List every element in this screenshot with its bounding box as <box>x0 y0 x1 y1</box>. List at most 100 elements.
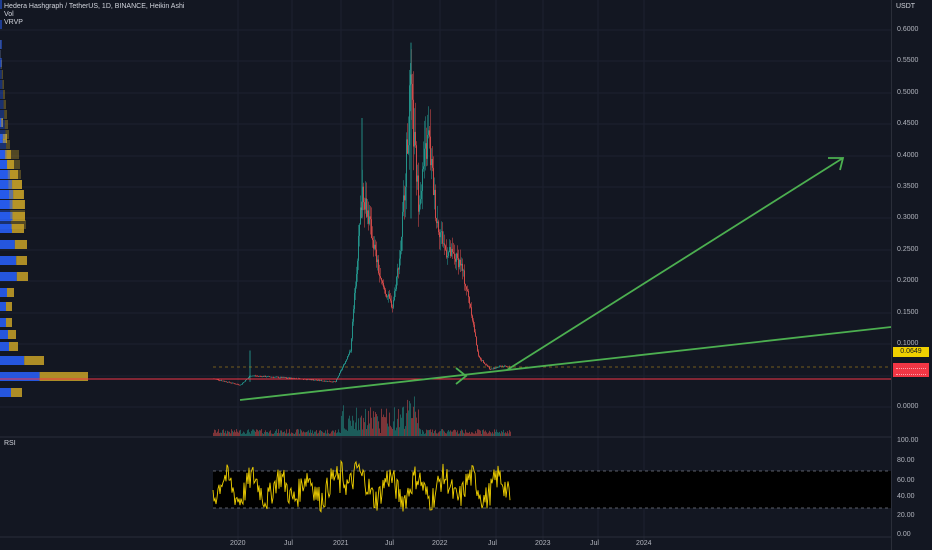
volume-bar <box>422 429 423 436</box>
volume-bar <box>498 432 499 436</box>
volume-bar <box>413 406 414 436</box>
candle-body <box>470 303 471 308</box>
candle-body <box>464 270 465 285</box>
candle-body <box>380 276 381 278</box>
candle-body <box>318 379 319 381</box>
volume-bar <box>317 433 318 436</box>
vrvp-bar-down <box>14 240 27 249</box>
candle-body <box>310 379 311 381</box>
volume-bar <box>471 432 472 436</box>
vrvp-bar-down <box>4 120 8 129</box>
volume-bar <box>407 399 408 436</box>
candle-body <box>284 377 285 378</box>
candle-body <box>290 377 291 379</box>
vrvp-bar-down <box>5 130 9 139</box>
vol-indicator-label[interactable]: Vol <box>4 11 14 18</box>
vrvp-bar-down <box>12 200 25 209</box>
volume-bar <box>373 411 374 436</box>
vrvp-bar-up <box>0 388 11 397</box>
candle-body <box>419 204 420 212</box>
candle-body <box>262 376 263 377</box>
volume-bar <box>451 431 452 436</box>
vrvp-bar-down <box>7 160 14 169</box>
volume-bar <box>266 432 267 436</box>
candle-body <box>475 332 476 337</box>
candle-body <box>289 377 290 379</box>
vrvp-bar-up <box>0 190 9 199</box>
candle-body <box>237 384 238 385</box>
candle-body <box>436 218 437 224</box>
candle-body <box>303 379 304 380</box>
vrvp-bar-up <box>0 170 8 179</box>
vrvp-bar-down <box>8 330 16 339</box>
volume-bar <box>461 429 462 436</box>
candle-body <box>224 381 225 382</box>
price-axis[interactable] <box>891 0 932 550</box>
candle-body <box>248 377 249 379</box>
volume-bar <box>379 428 380 436</box>
volume-bar <box>327 429 328 436</box>
vrvp-bar-down <box>13 190 24 199</box>
vrvp-bar-down <box>12 212 25 221</box>
volume-bar <box>301 430 302 436</box>
candle-body <box>399 258 400 270</box>
vrvp-bar-up <box>0 302 6 311</box>
volume-bar <box>353 420 354 436</box>
volume-bar <box>242 433 243 436</box>
volume-bar <box>506 433 507 436</box>
candle-body <box>360 207 361 225</box>
volume-bar <box>435 429 436 436</box>
candle-body <box>481 359 482 361</box>
volume-bar <box>344 428 345 436</box>
volume-bar <box>463 432 464 436</box>
volume-bar <box>366 429 367 436</box>
volume-bar <box>285 433 286 436</box>
time-tick-label: 2020 <box>230 540 246 547</box>
volume-bar <box>271 433 272 436</box>
symbol-title[interactable]: Hedera Hashgraph / TetherUS, 1D, BINANCE… <box>4 3 185 10</box>
vrvp-bar-down <box>7 288 14 297</box>
volume-bar <box>479 429 480 436</box>
candle-body <box>462 263 463 271</box>
candle-body <box>280 377 281 378</box>
vrvp-bar-up <box>0 40 1 49</box>
candle-body <box>292 378 293 379</box>
candle-body <box>219 380 220 381</box>
volume-bar <box>282 432 283 436</box>
volume-bar <box>218 429 219 436</box>
rsi-indicator-label[interactable]: RSI <box>4 440 16 447</box>
candle-body <box>445 245 446 250</box>
volume-bar <box>456 432 457 436</box>
volume-bar <box>222 430 223 436</box>
volume-bar <box>356 407 357 436</box>
candle-body <box>471 307 472 316</box>
candle-body <box>478 351 479 356</box>
volume-bar <box>402 407 403 436</box>
volume-bar <box>306 431 307 436</box>
volume-bar <box>336 433 337 436</box>
volume-bar <box>217 431 218 436</box>
vrvp-indicator-label[interactable]: VRVP <box>4 19 23 26</box>
volume-bar <box>342 411 343 436</box>
candle-body <box>345 361 346 364</box>
candle-body <box>217 379 218 380</box>
volume-bar <box>263 433 264 436</box>
volume-bar <box>328 433 329 436</box>
vrvp-bar-up <box>0 224 12 233</box>
candle-body <box>382 280 383 284</box>
candle-body <box>354 292 355 310</box>
vrvp-bar-down <box>16 256 27 265</box>
candle-body <box>401 236 402 252</box>
volume-bar <box>459 433 460 436</box>
candle-body <box>316 379 317 381</box>
candle-body <box>453 251 454 254</box>
candle-body <box>342 367 343 370</box>
volume-bar <box>236 429 237 436</box>
volume-bar <box>360 417 361 436</box>
candle-body <box>242 383 243 385</box>
candle-body <box>441 231 442 233</box>
volume-bar <box>303 431 304 436</box>
candle-body <box>252 375 253 377</box>
